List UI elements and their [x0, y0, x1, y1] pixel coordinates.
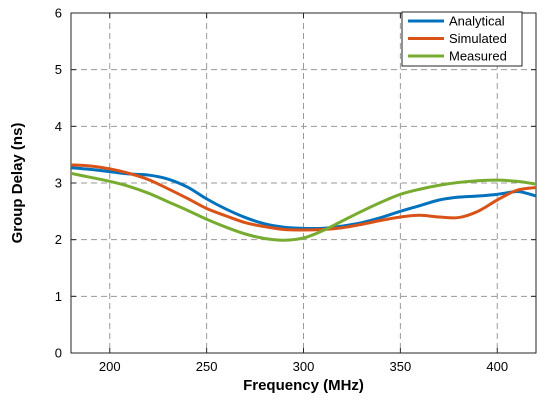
x-axis-title: Frequency (MHz) — [243, 377, 364, 394]
x-tick-label: 300 — [293, 359, 315, 374]
x-tick-label: 400 — [486, 359, 508, 374]
x-tick-label: 200 — [99, 359, 121, 374]
y-axis-title: Group Delay (ns) — [9, 123, 26, 244]
series-line-measured — [71, 171, 536, 242]
series-lines — [71, 163, 536, 242]
x-tick-label: 250 — [196, 359, 218, 374]
y-tick-label: 6 — [55, 6, 62, 21]
y-tick-label: 0 — [55, 346, 62, 361]
legend-label-measured: Measured — [449, 49, 507, 64]
legend-label-analytical: Analytical — [449, 14, 505, 29]
y-tick-label: 3 — [55, 176, 62, 191]
y-tick-label: 4 — [55, 119, 62, 134]
legend: Analytical Simulated Measured — [401, 11, 523, 67]
grid — [71, 13, 536, 353]
y-tick-label: 5 — [55, 62, 62, 77]
x-tick-label: 350 — [390, 359, 412, 374]
legend-label-simulated: Simulated — [449, 31, 507, 46]
y-tick-label: 1 — [55, 289, 62, 304]
y-tick-label: 2 — [55, 232, 62, 247]
series-line-simulated — [71, 163, 536, 232]
